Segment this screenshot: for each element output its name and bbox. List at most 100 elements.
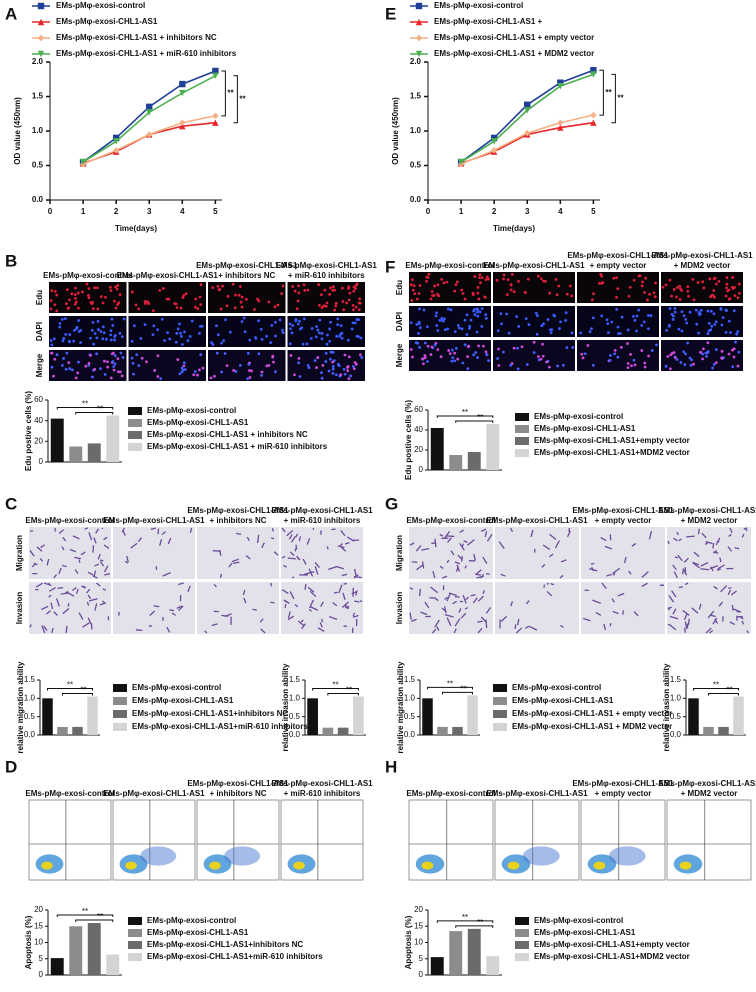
cell bbox=[667, 606, 672, 609]
cell bbox=[302, 317, 306, 321]
cell bbox=[53, 611, 58, 616]
marker bbox=[557, 79, 564, 86]
cell bbox=[86, 601, 90, 606]
bar bbox=[57, 726, 68, 735]
x-tick-label: 5 bbox=[213, 207, 218, 216]
cell bbox=[500, 615, 507, 622]
micrograph bbox=[581, 527, 665, 579]
cell bbox=[56, 598, 60, 607]
cell bbox=[250, 369, 253, 373]
x-tick-label: 0 bbox=[426, 207, 431, 216]
micrograph bbox=[577, 340, 659, 371]
cell bbox=[539, 357, 543, 361]
cell bbox=[90, 329, 94, 332]
cell bbox=[335, 373, 338, 377]
cell bbox=[287, 557, 296, 560]
cell bbox=[676, 286, 679, 289]
cell bbox=[74, 376, 78, 380]
cell bbox=[347, 377, 351, 381]
cell bbox=[724, 294, 728, 298]
cell bbox=[435, 324, 439, 327]
cell bbox=[671, 318, 675, 321]
column-header: EMs-pMφ-exosi-CHL1-AS1 bbox=[117, 271, 219, 280]
column-header: EMs-pMφ-exosi-CHL1-AS1 bbox=[196, 261, 298, 270]
cell bbox=[568, 284, 572, 288]
cell bbox=[52, 374, 55, 378]
cell bbox=[113, 299, 116, 303]
cell bbox=[454, 595, 460, 598]
cell bbox=[313, 359, 317, 362]
cell bbox=[58, 529, 65, 535]
cell bbox=[442, 281, 446, 285]
cell bbox=[74, 286, 77, 290]
marker bbox=[524, 107, 531, 114]
cell bbox=[709, 309, 713, 313]
cell bbox=[541, 342, 544, 346]
cell bbox=[253, 308, 256, 311]
x-axis-label: Time(days) bbox=[493, 224, 535, 233]
row-label: Edu bbox=[395, 280, 404, 295]
cell bbox=[301, 342, 305, 346]
micrograph bbox=[49, 316, 127, 347]
bar bbox=[437, 726, 448, 735]
cell bbox=[79, 341, 82, 344]
y-tick-label: 0 bbox=[39, 970, 44, 979]
cell bbox=[329, 320, 332, 324]
cell bbox=[53, 289, 57, 293]
cell bbox=[501, 350, 505, 354]
cell bbox=[294, 603, 299, 608]
cell bbox=[245, 555, 251, 560]
x-tick-label: 3 bbox=[147, 207, 152, 216]
cell bbox=[631, 314, 635, 318]
cell bbox=[414, 341, 418, 345]
cell bbox=[475, 573, 482, 576]
cell bbox=[449, 308, 453, 312]
sig-bracket bbox=[455, 420, 494, 423]
cell bbox=[182, 361, 186, 365]
panel-label: H bbox=[385, 757, 397, 776]
cell bbox=[323, 288, 327, 292]
cell bbox=[483, 295, 487, 299]
legend-swatch bbox=[113, 723, 127, 731]
cell bbox=[664, 364, 668, 368]
cell bbox=[732, 309, 736, 313]
cell bbox=[727, 288, 731, 292]
cell bbox=[65, 625, 68, 634]
cell bbox=[697, 311, 701, 314]
cell bbox=[692, 561, 700, 566]
cell bbox=[199, 283, 203, 287]
cell bbox=[691, 607, 699, 614]
cell bbox=[49, 307, 53, 311]
marker bbox=[415, 50, 423, 58]
legend-label: EMs-pMφ-exosi-CHL1-AS1 + bbox=[434, 17, 543, 26]
cell bbox=[316, 328, 320, 332]
y-tick-label: 1.5 bbox=[32, 92, 44, 101]
cell bbox=[485, 353, 489, 356]
column-header: EMs-pMφ-exosi-control bbox=[406, 516, 495, 525]
cell bbox=[686, 535, 695, 538]
cell bbox=[87, 287, 91, 290]
cell bbox=[725, 282, 729, 286]
cell bbox=[523, 290, 527, 294]
cell bbox=[331, 367, 335, 371]
legend-label: EMs-pMφ-exosi-CHL1-AS1 + miR-610 inhibit… bbox=[56, 49, 237, 58]
cell bbox=[131, 290, 134, 294]
cell bbox=[476, 314, 480, 318]
population bbox=[140, 846, 177, 866]
cell bbox=[623, 556, 627, 564]
cell bbox=[426, 325, 429, 329]
sig-bracket bbox=[47, 688, 93, 691]
cell bbox=[460, 327, 464, 331]
cell bbox=[176, 327, 180, 331]
cell bbox=[289, 354, 293, 357]
cell bbox=[606, 322, 610, 326]
cell bbox=[746, 630, 750, 634]
y-tick-label: 5 bbox=[39, 954, 44, 963]
cell bbox=[261, 542, 265, 549]
cell bbox=[50, 343, 54, 347]
cell bbox=[566, 530, 571, 538]
cell bbox=[686, 341, 690, 345]
cell bbox=[284, 603, 287, 608]
cell bbox=[57, 587, 64, 590]
cell bbox=[510, 601, 514, 607]
